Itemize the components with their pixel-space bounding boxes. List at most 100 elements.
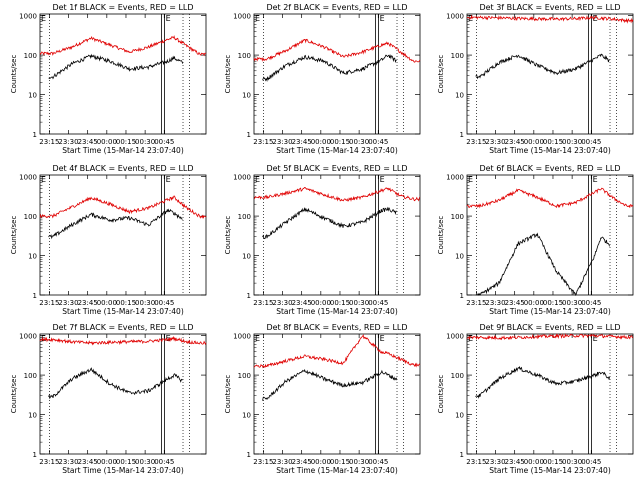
x-tick-label: 23:15 xyxy=(39,138,59,146)
y-tick-label: 10 xyxy=(242,412,251,420)
y-tick-label: 100 xyxy=(24,372,37,380)
y-axis-label: Counts/sec xyxy=(10,55,18,94)
chart-title: Det 2f BLACK = Events, RED = LLD xyxy=(266,3,407,12)
y-axis-label: Counts/sec xyxy=(10,375,18,414)
chart-panel-4f: Det 4f BLACK = Events, RED = LLD 1 10 100 10… xyxy=(10,164,207,316)
chart-title: Det 1f BLACK = Events, RED = LLD xyxy=(52,3,193,12)
x-tick-label: 00:45 xyxy=(581,458,601,466)
plot-frame xyxy=(39,13,207,135)
x-tick-label: 23:45 xyxy=(292,458,312,466)
x-tick-label: 23:15 xyxy=(39,299,59,307)
y-tick-label: 10 xyxy=(455,253,464,261)
y-tick-label: 10 xyxy=(242,253,251,261)
x-tick-label: 00:45 xyxy=(581,299,601,307)
series-events-line xyxy=(48,367,183,400)
x-axis-label: Start Time (15-Mar-14 23:07:40) xyxy=(276,466,398,475)
y-tick-label: 1000 xyxy=(233,333,251,341)
chart-title: Det 4f BLACK = Events, RED = LLD xyxy=(52,164,193,173)
y-tick-label: 10 xyxy=(28,253,37,261)
x-tick-label: 23:30 xyxy=(272,299,292,307)
y-axis-label: Counts/sec xyxy=(10,216,18,255)
x-tick-label: 23:15 xyxy=(466,138,486,146)
y-tick-label: 10 xyxy=(28,92,37,100)
y-tick-label: 100 xyxy=(451,52,464,60)
x-tick-label: 00:00 xyxy=(311,138,331,146)
x-tick-label: 00:15 xyxy=(116,458,136,466)
chart-panel-7f: Det 7f BLACK = Events, RED = LLD 1 10 100 10… xyxy=(10,323,207,475)
flag-e-left: E xyxy=(255,14,260,23)
chart-panel-5f: Det 5f BLACK = Events, RED = LLD 1 10 100 10… xyxy=(224,164,421,316)
x-tick-label: 00:45 xyxy=(581,138,601,146)
x-tick-label: 23:45 xyxy=(292,138,312,146)
x-tick-label: 00:00 xyxy=(97,299,117,307)
y-axis-label: Counts/sec xyxy=(224,375,232,414)
x-tick-label: 00:30 xyxy=(349,458,369,466)
x-tick-label: 23:15 xyxy=(253,458,273,466)
x-axis-label: Start Time (15-Mar-14 23:07:40) xyxy=(489,466,611,475)
x-tick-label: 00:30 xyxy=(562,458,582,466)
x-tick-label: 23:15 xyxy=(39,458,59,466)
x-tick-label: 23:15 xyxy=(253,299,273,307)
x-tick-label: 00:00 xyxy=(311,299,331,307)
y-tick-label: 1 xyxy=(460,131,464,139)
chart-title: Det 9f BLACK = Events, RED = LLD xyxy=(479,323,620,332)
x-tick-label: 00:45 xyxy=(368,299,388,307)
series-events-line xyxy=(262,54,397,83)
y-tick-label: 1000 xyxy=(19,174,37,182)
flag-e-left: E xyxy=(255,175,260,184)
flag-e-left: E xyxy=(255,334,260,343)
flag-e-left: E xyxy=(41,14,46,23)
series-lld-line xyxy=(254,186,421,202)
series-events-line xyxy=(262,368,397,401)
plot-frame xyxy=(253,174,421,296)
plot-frame xyxy=(253,13,421,135)
x-tick-label: 00:00 xyxy=(524,299,544,307)
plot-frame xyxy=(39,174,207,296)
chart-title: Det 8f BLACK = Events, RED = LLD xyxy=(266,323,407,332)
x-axis-label: Start Time (15-Mar-14 23:07:40) xyxy=(62,146,184,155)
x-tick-label: 00:00 xyxy=(524,138,544,146)
x-tick-label: 23:15 xyxy=(466,458,486,466)
series-events-line xyxy=(475,365,610,399)
y-tick-label: 100 xyxy=(238,213,251,221)
x-tick-label: 23:45 xyxy=(78,138,98,146)
y-tick-label: 10 xyxy=(28,412,37,420)
x-axis-label: Start Time (15-Mar-14 23:07:40) xyxy=(276,307,398,316)
series-lld-line xyxy=(39,195,207,219)
x-tick-label: 23:30 xyxy=(485,458,505,466)
chart-panel-9f: Det 9f BLACK = Events, RED = LLD 1 10 100 10… xyxy=(437,323,634,475)
y-tick-label: 10 xyxy=(455,412,464,420)
flag-e-left: E xyxy=(468,175,473,184)
y-axis-label: Counts/sec xyxy=(224,55,232,94)
chart-panel-3f: Det 3f BLACK = Events, RED = LLD 1 10 100 10… xyxy=(437,3,634,155)
x-tick-label: 00:45 xyxy=(154,299,174,307)
y-tick-label: 100 xyxy=(24,52,37,60)
flag-e-right: E xyxy=(593,14,598,23)
flag-e-right: E xyxy=(593,175,598,184)
chart-panel-6f: Det 6f BLACK = Events, RED = LLD 1 10 100 10… xyxy=(437,164,634,316)
series-lld-line xyxy=(466,332,634,341)
flag-e-right: E xyxy=(593,334,598,343)
plot-frame xyxy=(466,174,634,296)
y-axis-label: Counts/sec xyxy=(224,216,232,255)
series-lld-line xyxy=(253,38,421,63)
chart-title: Det 3f BLACK = Events, RED = LLD xyxy=(479,3,620,12)
x-axis-label: Start Time (15-Mar-14 23:07:40) xyxy=(62,466,184,475)
chart-panel-2f: Det 2f BLACK = Events, RED = LLD 1 10 100 10… xyxy=(224,3,421,155)
y-tick-label: 1000 xyxy=(446,174,464,182)
flag-e-left: E xyxy=(468,334,473,343)
x-tick-label: 23:45 xyxy=(505,458,525,466)
series-lld-line xyxy=(466,187,634,209)
x-tick-label: 00:30 xyxy=(349,138,369,146)
plot-frame xyxy=(466,13,634,135)
series-lld-line xyxy=(466,14,634,24)
x-tick-label: 23:30 xyxy=(272,138,292,146)
x-tick-label: 00:15 xyxy=(116,299,136,307)
x-tick-label: 00:45 xyxy=(154,138,174,146)
y-axis-label: Counts/sec xyxy=(437,55,445,94)
y-tick-label: 100 xyxy=(238,52,251,60)
x-tick-label: 00:15 xyxy=(330,138,350,146)
y-tick-label: 10 xyxy=(455,92,464,100)
x-tick-label: 00:15 xyxy=(330,299,350,307)
